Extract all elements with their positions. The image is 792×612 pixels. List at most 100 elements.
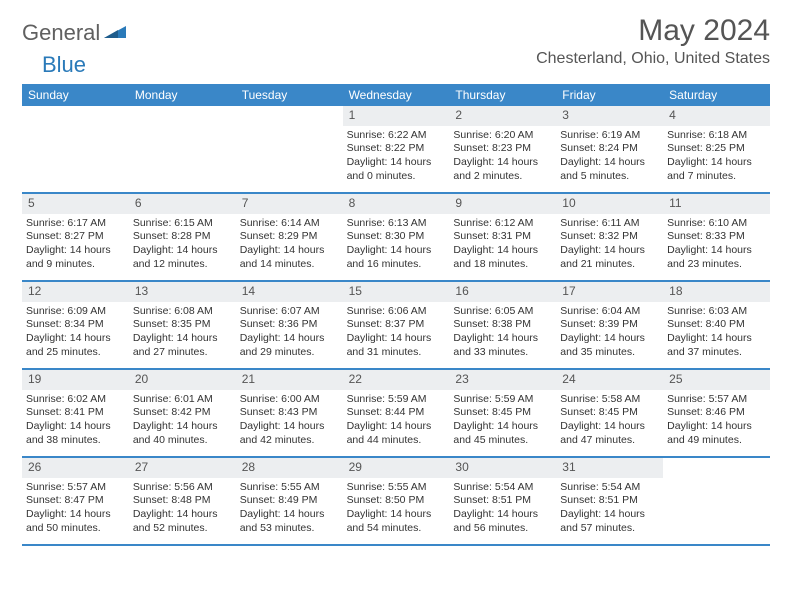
sunset-line: Sunset: 8:50 PM: [347, 494, 446, 508]
sunrise-line: Sunrise: 5:55 AM: [347, 481, 446, 495]
day-number: 4: [669, 108, 676, 122]
sunset-line: Sunset: 8:22 PM: [347, 142, 446, 156]
sunset-line: Sunset: 8:44 PM: [347, 406, 446, 420]
sunset-line: Sunset: 8:34 PM: [26, 318, 125, 332]
day-cell: 28Sunrise: 5:55 AMSunset: 8:49 PMDayligh…: [236, 458, 343, 544]
day-cell: 9 Sunrise: 6:12 AMSunset: 8:31 PMDaylight…: [449, 194, 556, 280]
sunset-line: Sunset: 8:46 PM: [667, 406, 766, 420]
daylight-line: Daylight: 14 hours and 40 minutes.: [133, 420, 232, 447]
sunrise-line: Sunrise: 6:12 AM: [453, 217, 552, 231]
daylight-line: Daylight: 14 hours and 50 minutes.: [26, 508, 125, 535]
daylight-line: Daylight: 14 hours and 49 minutes.: [667, 420, 766, 447]
day-cell: 26Sunrise: 5:57 AMSunset: 8:47 PMDayligh…: [22, 458, 129, 544]
day-number: 15: [349, 284, 362, 298]
sunset-line: Sunset: 8:30 PM: [347, 230, 446, 244]
sunrise-line: Sunrise: 6:14 AM: [240, 217, 339, 231]
daylight-line: Daylight: 14 hours and 2 minutes.: [453, 156, 552, 183]
daylight-line: Daylight: 14 hours and 25 minutes.: [26, 332, 125, 359]
sunrise-line: Sunrise: 6:09 AM: [26, 305, 125, 319]
day-cell: 14Sunrise: 6:07 AMSunset: 8:36 PMDayligh…: [236, 282, 343, 368]
sunrise-line: Sunrise: 5:54 AM: [453, 481, 552, 495]
day-cell: 24Sunrise: 5:58 AMSunset: 8:45 PMDayligh…: [556, 370, 663, 456]
sunset-line: Sunset: 8:41 PM: [26, 406, 125, 420]
daylight-line: Daylight: 14 hours and 27 minutes.: [133, 332, 232, 359]
day-cell: 16Sunrise: 6:05 AMSunset: 8:38 PMDayligh…: [449, 282, 556, 368]
weekday-label: Tuesday: [236, 84, 343, 106]
sunrise-line: Sunrise: 6:20 AM: [453, 129, 552, 143]
day-cell-empty: [236, 106, 343, 192]
week-row: 19 Sunrise: 6:02 AMSunset: 8:41 PM Dayligh…: [22, 370, 770, 458]
sunrise-line: Sunrise: 6:05 AM: [453, 305, 552, 319]
day-cell: 4Sunrise: 6:18 AMSunset: 8:25 PMDaylight…: [663, 106, 770, 192]
day-number: 20: [135, 372, 148, 386]
day-number: 22: [349, 372, 362, 386]
sunset-line: Sunset: 8:23 PM: [453, 142, 552, 156]
daylight-line: Daylight: 14 hours and 14 minutes.: [240, 244, 339, 271]
day-cell: 2Sunrise: 6:20 AMSunset: 8:23 PMDaylight…: [449, 106, 556, 192]
day-cell: 13Sunrise: 6:08 AMSunset: 8:35 PMDayligh…: [129, 282, 236, 368]
sunrise-line: Sunrise: 6:04 AM: [560, 305, 659, 319]
daylight-line: Daylight: 14 hours and 0 minutes.: [347, 156, 446, 183]
sunset-line: Sunset: 8:31 PM: [453, 230, 552, 244]
logo: General: [22, 20, 128, 46]
daylight-line: Daylight: 14 hours and 7 minutes.: [667, 156, 766, 183]
sunrise-line: Sunrise: 6:22 AM: [347, 129, 446, 143]
daylight-line: Daylight: 14 hours and 18 minutes.: [453, 244, 552, 271]
daylight-line: Daylight: 14 hours and 54 minutes.: [347, 508, 446, 535]
sunrise-line: Sunrise: 5:58 AM: [560, 393, 659, 407]
month-title: May 2024: [536, 14, 770, 48]
logo-triangle-icon: [104, 22, 126, 43]
daylight-line: Daylight: 14 hours and 45 minutes.: [453, 420, 552, 447]
sunset-line: Sunset: 8:51 PM: [453, 494, 552, 508]
daylight-line: Daylight: 14 hours and 12 minutes.: [133, 244, 232, 271]
sunrise-line: Sunrise: 5:57 AM: [26, 481, 125, 495]
logo-text-blue: Blue: [42, 52, 86, 78]
day-number: 26: [28, 460, 41, 474]
weeks-container: 1Sunrise: 6:22 AMSunset: 8:22 PMDaylight…: [22, 106, 770, 546]
sunrise-line: Sunrise: 5:59 AM: [453, 393, 552, 407]
weekday-label: Saturday: [663, 84, 770, 106]
weekday-label: Sunday: [22, 84, 129, 106]
day-cell: 20Sunrise: 6:01 AMSunset: 8:42 PMDayligh…: [129, 370, 236, 456]
day-cell: 18Sunrise: 6:03 AMSunset: 8:40 PMDayligh…: [663, 282, 770, 368]
day-cell-empty: [22, 106, 129, 192]
day-number: 31: [562, 460, 575, 474]
sunset-line: Sunset: 8:48 PM: [133, 494, 232, 508]
day-number: 23: [455, 372, 468, 386]
day-cell: 19Sunrise: 6:02 AMSunset: 8:41 PMDayligh…: [22, 370, 129, 456]
day-cell-empty: [663, 458, 770, 544]
daylight-line: Daylight: 14 hours and 5 minutes.: [560, 156, 659, 183]
daylight-line: Daylight: 14 hours and 9 minutes.: [26, 244, 125, 271]
day-number: 9: [455, 196, 462, 210]
day-cell: 31Sunrise: 5:54 AMSunset: 8:51 PMDayligh…: [556, 458, 663, 544]
weekday-label: Wednesday: [343, 84, 450, 106]
sunrise-line: Sunrise: 6:06 AM: [347, 305, 446, 319]
day-number: 5: [28, 196, 35, 210]
sunrise-line: Sunrise: 6:11 AM: [560, 217, 659, 231]
daylight-line: Daylight: 14 hours and 29 minutes.: [240, 332, 339, 359]
sunrise-line: Sunrise: 6:13 AM: [347, 217, 446, 231]
location: Chesterland, Ohio, United States: [536, 50, 770, 68]
sunrise-line: Sunrise: 6:03 AM: [667, 305, 766, 319]
sunrise-line: Sunrise: 6:08 AM: [133, 305, 232, 319]
week-row: 1Sunrise: 6:22 AMSunset: 8:22 PMDaylight…: [22, 106, 770, 194]
day-number: 28: [242, 460, 255, 474]
sunset-line: Sunset: 8:49 PM: [240, 494, 339, 508]
day-number: 21: [242, 372, 255, 386]
day-number: 29: [349, 460, 362, 474]
sunset-line: Sunset: 8:29 PM: [240, 230, 339, 244]
day-number: 24: [562, 372, 575, 386]
sunset-line: Sunset: 8:42 PM: [133, 406, 232, 420]
day-cell: 30Sunrise: 5:54 AMSunset: 8:51 PMDayligh…: [449, 458, 556, 544]
day-number: 3: [562, 108, 569, 122]
day-cell: 22Sunrise: 5:59 AMSunset: 8:44 PMDayligh…: [343, 370, 450, 456]
week-row: 26Sunrise: 5:57 AMSunset: 8:47 PMDayligh…: [22, 458, 770, 546]
day-cell: 1Sunrise: 6:22 AMSunset: 8:22 PMDaylight…: [343, 106, 450, 192]
day-cell: 10Sunrise: 6:11 AMSunset: 8:32 PMDayligh…: [556, 194, 663, 280]
sunset-line: Sunset: 8:36 PM: [240, 318, 339, 332]
daylight-line: Daylight: 14 hours and 16 minutes.: [347, 244, 446, 271]
sunrise-line: Sunrise: 6:17 AM: [26, 217, 125, 231]
sunrise-line: Sunrise: 6:02 AM: [26, 393, 125, 407]
sunrise-line: Sunrise: 5:54 AM: [560, 481, 659, 495]
day-number: 19: [28, 372, 41, 386]
